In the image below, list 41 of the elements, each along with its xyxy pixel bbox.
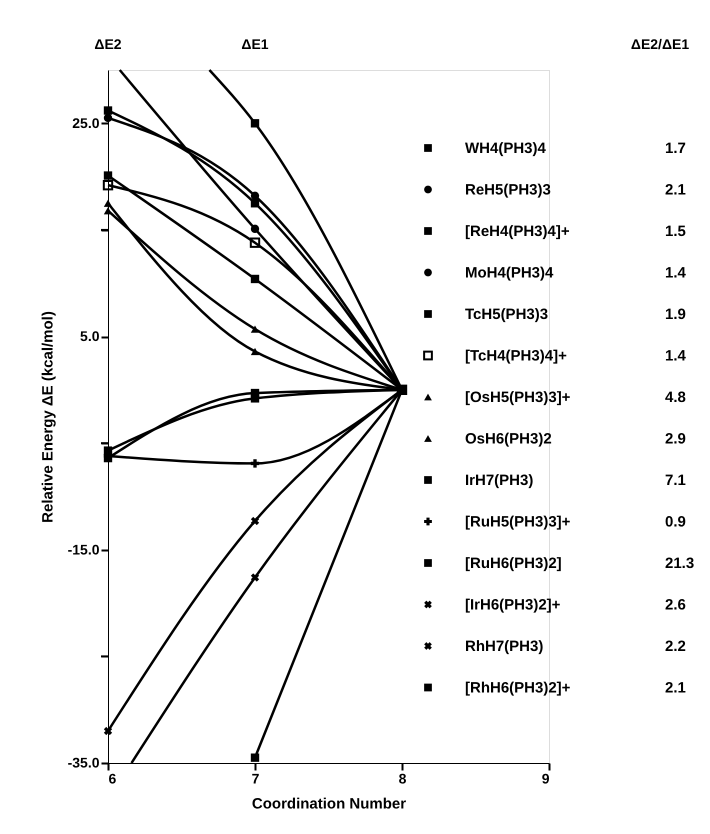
text: 4.8 xyxy=(665,389,686,406)
legend-label: [RhH6(PH3)2]+ xyxy=(465,680,571,696)
text: 1.4 xyxy=(665,348,687,364)
text: 2.6 xyxy=(665,596,686,614)
legend-label: [TcH4(PH3)4]+ xyxy=(465,348,568,364)
legend-label: WH4(PH3)4 xyxy=(465,140,546,157)
y-tick-label: -15.0 xyxy=(68,541,100,558)
text: 2.2 xyxy=(665,638,686,655)
text: 1.5 xyxy=(665,223,686,240)
legend-label: OsH6(PH3)2 xyxy=(465,430,552,448)
legend-label: MoH4(PH3)4 xyxy=(465,264,554,282)
y-tick-label: -35.0 xyxy=(68,754,100,770)
legend-label: [ReH4(PH3)4]+ xyxy=(465,223,570,240)
x-tick-label: 6 xyxy=(108,770,116,786)
x-axis-title: Coordination Number xyxy=(252,796,406,812)
text: ΔE1 xyxy=(241,36,269,52)
legend-label: IrH7(PH3) xyxy=(465,472,534,489)
legend-title: ΔE2/ΔE1 xyxy=(630,36,690,52)
legend-label: [RuH6(PH3)2] xyxy=(465,555,562,572)
text: 2.9 xyxy=(665,430,686,448)
text: 21.3 xyxy=(665,555,694,572)
x-tick-label: 7 xyxy=(252,770,260,786)
legend-label: RhH7(PH3) xyxy=(465,638,544,655)
text: 2.1 xyxy=(665,680,686,696)
text: 0.9 xyxy=(665,514,686,530)
y-tick-label: 5.0 xyxy=(80,328,100,344)
x-tick-label: 9 xyxy=(542,770,550,786)
legend-label: TcH5(PH3)3 xyxy=(465,306,548,323)
text: 7.1 xyxy=(665,472,686,489)
legend-label: ReH5(PH3)3 xyxy=(465,182,551,198)
text: 1.4 xyxy=(665,264,687,282)
x-tick-label: 8 xyxy=(398,770,407,786)
legend-label: [IrH6(PH3)2]+ xyxy=(465,596,561,614)
legend-label: [RuH5(PH3)3]+ xyxy=(465,514,571,530)
text: 1.9 xyxy=(665,306,686,323)
y-tick-label: 25.0 xyxy=(72,114,100,131)
text: 2.1 xyxy=(665,182,686,198)
text: 1.7 xyxy=(665,140,686,157)
y-axis-title: Relative Energy ΔE (kcal/mol) xyxy=(40,311,57,523)
text: ΔE2 xyxy=(94,36,122,52)
legend-label: [OsH5(PH3)3]+ xyxy=(465,389,571,406)
